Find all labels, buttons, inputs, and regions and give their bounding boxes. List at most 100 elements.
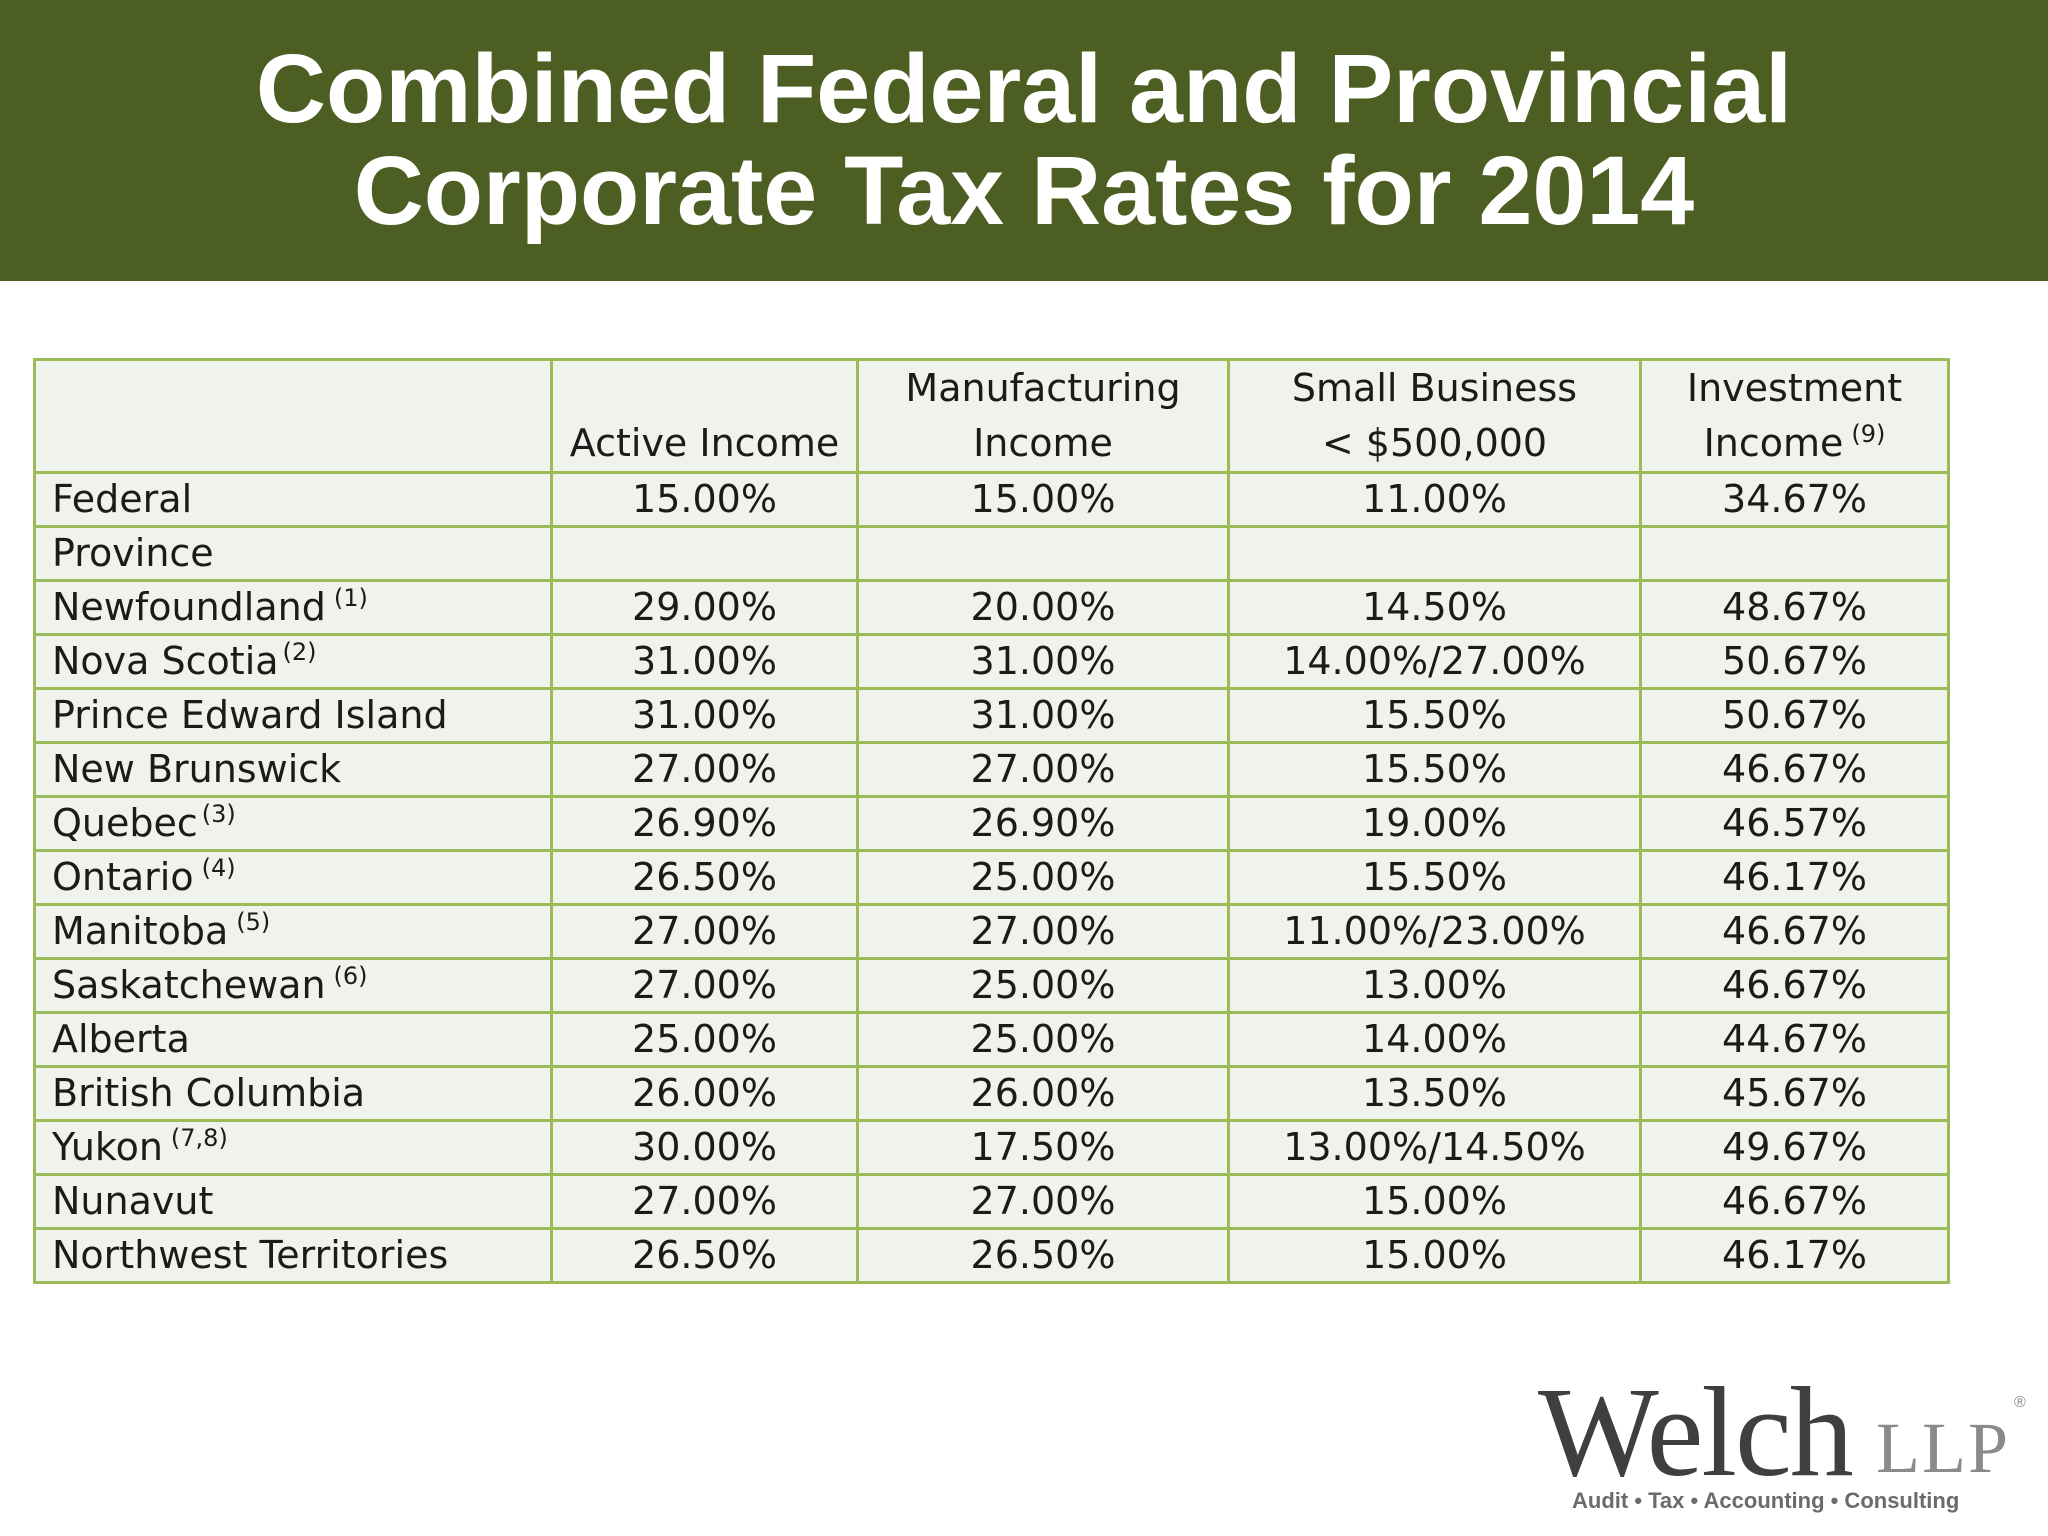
table-row: Alberta 25.00% 25.00% 14.00% 44.67% — [33, 1011, 1950, 1068]
manufacturing-income-cell: 26.90% — [856, 795, 1230, 852]
jurisdiction-footnote: (5) — [236, 908, 271, 936]
table-row: Province — [33, 525, 1950, 582]
jurisdiction-cell: British Columbia — [33, 1065, 553, 1122]
jurisdiction-cell: Manitoba (5) — [33, 903, 553, 960]
table-row: British Columbia 26.00% 26.00% 13.50% 45.67% — [33, 1065, 1950, 1122]
jurisdiction-name: British Columbia — [52, 1071, 366, 1115]
jurisdiction-name: Alberta — [52, 1017, 190, 1061]
small-business-cell — [1227, 525, 1642, 582]
table-row: Northwest Territories 26.50% 26.50% 15.00% 4… — [33, 1227, 1950, 1284]
jurisdiction-name: Nunavut — [52, 1179, 214, 1223]
logo-suffix: LLP — [1876, 1408, 2011, 1488]
investment-income-cell: 48.67% — [1639, 579, 1950, 636]
active-income-cell: 29.00% — [550, 579, 859, 636]
manufacturing-income-cell: 25.00% — [856, 957, 1230, 1014]
jurisdiction-name: Nova Scotia — [52, 639, 279, 683]
small-business-cell: 11.00% — [1227, 471, 1642, 528]
investment-income-cell: 49.67% — [1639, 1119, 1950, 1176]
small-business-cell: 15.50% — [1227, 741, 1642, 798]
table-row: Federal 15.00% 15.00% 11.00% 34.67% — [33, 471, 1950, 528]
table-row: Ontario (4) 26.50% 25.00% 15.50% 46.17% — [33, 849, 1950, 906]
active-income-cell: 30.00% — [550, 1119, 859, 1176]
manufacturing-income-cell — [856, 525, 1230, 582]
active-income-cell: 27.00% — [550, 957, 859, 1014]
jurisdiction-cell: Nova Scotia (2) — [33, 633, 553, 690]
investment-income-cell: 46.17% — [1639, 849, 1950, 906]
jurisdiction-footnote: (7,8) — [170, 1124, 228, 1152]
registered-mark: ® — [2014, 1394, 2026, 1411]
table-row: Quebec (3) 26.90% 26.90% 19.00% 46.57% — [33, 795, 1950, 852]
small-business-cell: 11.00%/23.00% — [1227, 903, 1642, 960]
manufacturing-income-cell: 15.00% — [856, 471, 1230, 528]
manufacturing-income-cell: 25.00% — [856, 849, 1230, 906]
jurisdiction-footnote: (2) — [282, 638, 317, 666]
manufacturing-income-cell: 31.00% — [856, 633, 1230, 690]
investment-income-cell: 46.57% — [1639, 795, 1950, 852]
table-row: Prince Edward Island 31.00% 31.00% 15.50% 50… — [33, 687, 1950, 744]
jurisdiction-cell: Alberta — [33, 1011, 553, 1068]
table-row: Manitoba (5) 27.00% 27.00% 11.00%/23.00% 46.6… — [33, 903, 1950, 960]
active-income-cell: 27.00% — [550, 1173, 859, 1230]
investment-income-cell — [1639, 525, 1950, 582]
jurisdiction-name: New Brunswick — [52, 747, 342, 791]
active-income-cell: 26.50% — [550, 1227, 859, 1284]
active-income-cell: 25.00% — [550, 1011, 859, 1068]
investment-income-cell: 46.67% — [1639, 903, 1950, 960]
header-small-business-line-1: Small Business — [1291, 366, 1578, 410]
small-business-cell: 14.00% — [1227, 1011, 1642, 1068]
table-row: Yukon (7,8) 30.00% 17.50% 13.00%/14.50% 49.67… — [33, 1119, 1950, 1176]
jurisdiction-cell: New Brunswick — [33, 741, 553, 798]
table-row: Nova Scotia (2) 31.00% 31.00% 14.00%/27.00% 5… — [33, 633, 1950, 690]
investment-income-cell: 44.67% — [1639, 1011, 1950, 1068]
active-income-cell: 26.50% — [550, 849, 859, 906]
page-title-line-1: Combined Federal and Provincial — [255, 34, 1793, 143]
page-title: Combined Federal and Provincial Corporat… — [0, 38, 2048, 242]
manufacturing-income-cell: 25.00% — [856, 1011, 1230, 1068]
active-income-cell: 31.00% — [550, 687, 859, 744]
jurisdiction-name: Saskatchewan — [52, 963, 326, 1007]
jurisdiction-cell: Ontario (4) — [33, 849, 553, 906]
jurisdiction-footnote: (3) — [201, 800, 236, 828]
manufacturing-income-cell: 26.50% — [856, 1227, 1230, 1284]
investment-income-cell: 46.67% — [1639, 1173, 1950, 1230]
investment-income-cell: 34.67% — [1639, 471, 1950, 528]
small-business-cell: 15.00% — [1227, 1173, 1642, 1230]
jurisdiction-cell: Province — [33, 525, 553, 582]
page-title-line-2: Corporate Tax Rates for 2014 — [353, 136, 1695, 245]
jurisdiction-cell: Federal — [33, 471, 553, 528]
jurisdiction-cell: Newfoundland (1) — [33, 579, 553, 636]
manufacturing-income-cell: 26.00% — [856, 1065, 1230, 1122]
header-investment-line-1: Investment — [1686, 366, 1903, 410]
investment-income-cell: 46.17% — [1639, 1227, 1950, 1284]
active-income-cell: 26.90% — [550, 795, 859, 852]
small-business-cell: 15.50% — [1227, 849, 1642, 906]
table-row: Newfoundland (1) 29.00% 20.00% 14.50% 48.67% — [33, 579, 1950, 636]
header-investment-line-2: Income (9) — [1644, 416, 1946, 470]
active-income-cell — [550, 525, 859, 582]
jurisdiction-footnote: (6) — [333, 962, 368, 990]
investment-income-cell: 50.67% — [1639, 633, 1950, 690]
header-manufacturing-income: Manufacturing Income — [856, 358, 1230, 474]
header-investment-footnote: (9) — [1851, 420, 1886, 448]
manufacturing-income-cell: 31.00% — [856, 687, 1230, 744]
jurisdiction-name: Ontario — [52, 855, 194, 899]
investment-income-cell: 46.67% — [1639, 741, 1950, 798]
header-small-business: Small Business < $500,000 — [1227, 358, 1642, 474]
jurisdiction-name: Prince Edward Island — [52, 693, 448, 737]
small-business-cell: 13.00%/14.50% — [1227, 1119, 1642, 1176]
investment-income-cell: 50.67% — [1639, 687, 1950, 744]
jurisdiction-name: Northwest Territories — [52, 1233, 449, 1277]
jurisdiction-name: Quebec — [52, 801, 198, 845]
small-business-cell: 19.00% — [1227, 795, 1642, 852]
title-banner — [0, 0, 2048, 281]
jurisdiction-name: Federal — [52, 477, 193, 521]
small-business-cell: 14.50% — [1227, 579, 1642, 636]
jurisdiction-name: Newfoundland — [52, 585, 326, 629]
header-small-business-line-2: < $500,000 — [1321, 421, 1548, 465]
active-income-cell: 15.00% — [550, 471, 859, 528]
small-business-cell: 14.00%/27.00% — [1227, 633, 1642, 690]
manufacturing-income-cell: 27.00% — [856, 1173, 1230, 1230]
jurisdiction-cell: Prince Edward Island — [33, 687, 553, 744]
header-jurisdiction — [33, 358, 553, 474]
